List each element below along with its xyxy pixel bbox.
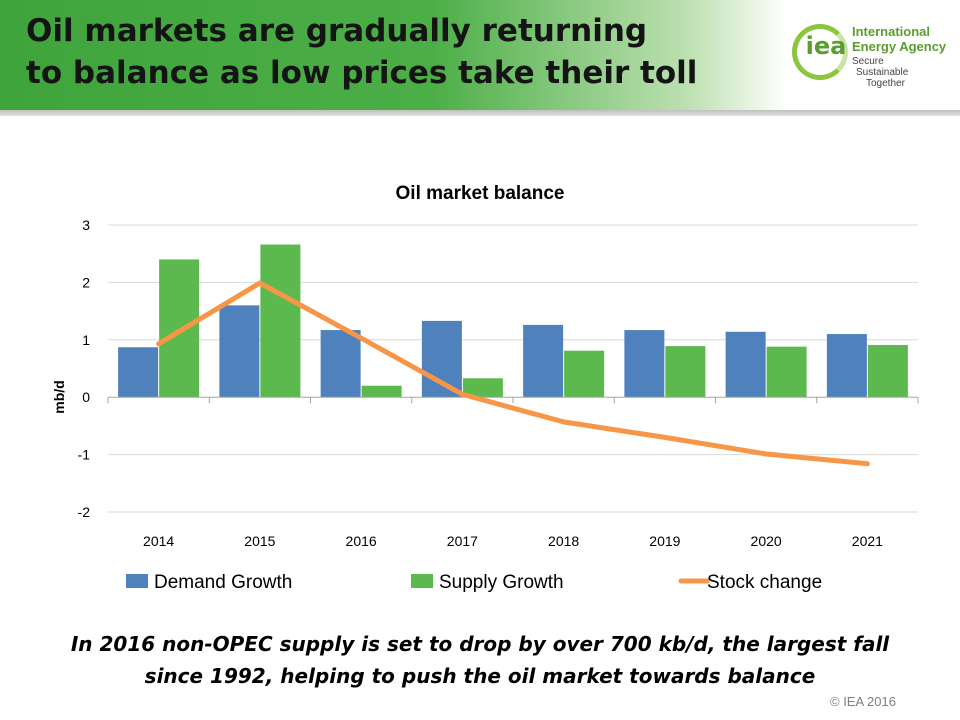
supply-growth-bar [665,346,706,398]
chart-legend: Demand Growth Supply Growth Stock change [126,572,822,593]
y-tick-label: -2 [78,504,91,520]
x-tick-label: 2020 [751,533,782,549]
bar-series [118,244,908,398]
logo-tagline-word: Secure [852,56,884,67]
copyright: © IEA 2016 [830,694,896,709]
stock-change-series [156,280,870,467]
x-axis [107,396,919,404]
demand-growth-bar [826,334,867,398]
y-tick-label: 1 [82,332,90,348]
x-tick-labels: 2014 2015 2016 2017 2018 2019 2020 2021 [143,533,883,549]
x-tick-label: 2021 [852,533,883,549]
supply-growth-bar [260,244,301,398]
iea-logo: iea International Energy Agency Secure S… [788,20,948,92]
supply-growth-bar [564,350,605,398]
legend-label: Demand Growth [154,572,292,593]
x-tick-label: 2015 [244,533,275,549]
slide-title-line: to balance as low prices take their toll [26,55,698,91]
y-tick-label: 0 [82,389,90,405]
supply-growth-bar [766,346,807,398]
x-tick-label: 2018 [548,533,579,549]
logo-circle-icon [792,24,848,80]
supply-growth-bar [361,385,402,398]
demand-growth-bar [523,324,564,398]
supply-growth-bar [867,344,908,398]
stock-change-line [156,280,870,467]
demand-growth-bar [118,347,159,398]
x-tick-label: 2016 [346,533,377,549]
y-tick-label: -1 [78,447,91,463]
demand-growth-bar [725,331,766,398]
title-divider [0,110,960,116]
legend-swatch [126,574,148,588]
demand-growth-bar [219,305,260,398]
slide-caption: In 2016 non-OPEC supply is set to drop b… [70,632,890,688]
x-tick-label: 2019 [649,533,680,549]
logo-tagline-word: Sustainable [856,67,909,78]
logo-name: International Energy Agency [852,24,947,54]
y-tick-label: 3 [82,217,90,233]
x-tick-label: 2017 [447,533,478,549]
slide-title-line: Oil markets are gradually returning [26,13,648,49]
demand-growth-bar [320,330,361,398]
logo-mark: iea [805,32,847,60]
y-tick-labels: 3 2 1 0 -1 -2 [78,217,91,520]
demand-growth-bar [624,330,665,398]
slide-title: Oil markets are gradually returning to b… [26,10,766,94]
supply-growth-bar [159,259,200,398]
y-tick-label: 2 [82,274,90,290]
chart-title: Oil market balance [396,183,565,204]
supply-growth-bar [462,378,503,398]
logo-tagline-word: Together [866,78,905,89]
legend-label: Stock change [707,572,822,593]
x-tick-label: 2014 [143,533,174,549]
legend-swatch [411,574,433,588]
logo-tagline: Secure Sustainable Together [852,56,948,89]
legend-label: Supply Growth [439,572,564,593]
y-axis-label: mb/d [51,380,67,413]
